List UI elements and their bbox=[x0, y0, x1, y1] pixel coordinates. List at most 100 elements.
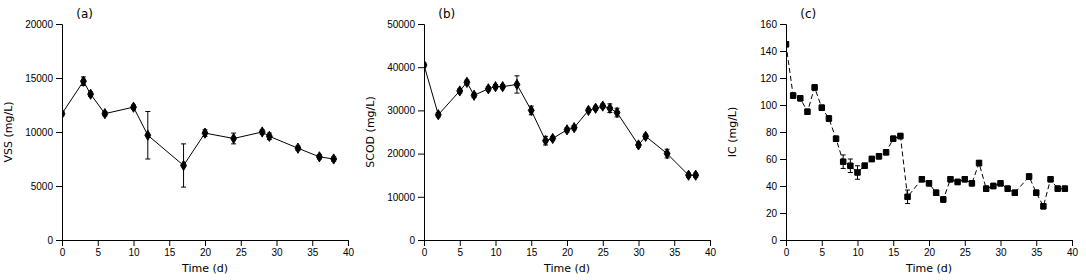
y-tick: 0 bbox=[771, 235, 786, 246]
error-bar bbox=[786, 42, 789, 47]
error-bar bbox=[145, 111, 150, 159]
marker bbox=[1026, 174, 1031, 179]
marker bbox=[991, 183, 996, 188]
x-tick: 30 bbox=[271, 240, 283, 258]
y-tick-label: 120 bbox=[760, 73, 777, 84]
error-bar bbox=[969, 181, 974, 186]
plot-area bbox=[62, 76, 337, 187]
y-tick: 160 bbox=[760, 19, 786, 30]
y-axis-line bbox=[56, 25, 63, 241]
error-bar bbox=[819, 105, 824, 110]
error-bar bbox=[934, 190, 939, 195]
panel-label: (c) bbox=[800, 7, 816, 21]
marker bbox=[586, 105, 592, 115]
y-tick-mark bbox=[56, 186, 62, 187]
y-axis-line bbox=[418, 25, 425, 241]
x-tick-label: 10 bbox=[852, 247, 864, 258]
y-tick: 80 bbox=[766, 127, 786, 138]
error-bar bbox=[834, 136, 839, 141]
x-tick: 10 bbox=[852, 240, 864, 258]
marker bbox=[790, 93, 795, 98]
x-tick-mark bbox=[822, 240, 823, 246]
marker bbox=[62, 109, 65, 119]
x-tick-label: 40 bbox=[705, 247, 717, 258]
x-tick: 15 bbox=[888, 240, 900, 258]
x-tick-mark bbox=[858, 240, 859, 246]
marker bbox=[955, 179, 960, 184]
marker bbox=[948, 177, 953, 182]
marker bbox=[998, 181, 1003, 186]
error-bar bbox=[941, 197, 946, 202]
x-axis-title: Time (d) bbox=[543, 262, 590, 275]
x-tick-label: 15 bbox=[888, 247, 900, 258]
error-bar bbox=[876, 154, 881, 159]
marker bbox=[983, 186, 988, 191]
error-bar bbox=[955, 179, 960, 184]
x-tick: 40 bbox=[343, 240, 355, 258]
marker bbox=[869, 156, 874, 161]
marker bbox=[1048, 177, 1053, 182]
y-tick: 10000 bbox=[387, 192, 424, 203]
error-bar bbox=[977, 160, 982, 165]
y-tick-label: 0 bbox=[409, 235, 415, 246]
x-tick-mark bbox=[1001, 240, 1002, 246]
error-bar bbox=[962, 177, 967, 182]
marker bbox=[898, 133, 903, 138]
y-tick-mark bbox=[418, 154, 424, 155]
x-tick-label: 40 bbox=[343, 247, 355, 258]
x-tick-label: 0 bbox=[784, 247, 790, 258]
x-tick-label: 35 bbox=[1031, 247, 1043, 258]
error-bar bbox=[181, 144, 186, 187]
y-tick-label: 10000 bbox=[387, 192, 415, 203]
x-tick-mark bbox=[531, 240, 532, 246]
error-bar bbox=[665, 149, 670, 158]
x-tick-label: 0 bbox=[422, 247, 428, 258]
x-axis-title: Time (d) bbox=[905, 262, 952, 275]
marker bbox=[905, 194, 910, 199]
error-bar bbox=[891, 136, 896, 141]
marker bbox=[826, 116, 831, 121]
x-tick-label: 35 bbox=[669, 247, 681, 258]
panel: 0510152025303540020406080100120140160Tim… bbox=[726, 7, 1078, 275]
x-tick-mark bbox=[98, 240, 99, 246]
marker bbox=[855, 170, 860, 175]
x-tick-label: 40 bbox=[1067, 247, 1079, 258]
panel: 0510152025303540010000200003000040000500… bbox=[364, 7, 716, 275]
marker bbox=[614, 107, 620, 117]
x-tick-label: 5 bbox=[457, 247, 463, 258]
x-tick: 40 bbox=[1067, 240, 1079, 258]
y-tick: 100 bbox=[760, 100, 786, 111]
marker bbox=[485, 84, 491, 94]
panel-label: (b) bbox=[438, 7, 455, 21]
marker bbox=[435, 110, 441, 120]
marker bbox=[231, 133, 237, 143]
plot-area bbox=[786, 42, 1068, 209]
error-bar bbox=[1048, 177, 1053, 182]
y-tick-mark bbox=[56, 132, 62, 133]
error-bar bbox=[231, 133, 236, 144]
y-axis: 01000020000300004000050000 bbox=[387, 19, 424, 246]
marker bbox=[102, 109, 108, 119]
error-bar bbox=[805, 109, 810, 114]
error-bar bbox=[841, 155, 846, 169]
error-bar bbox=[1027, 174, 1032, 179]
error-bar bbox=[1034, 190, 1039, 195]
y-tick: 0 bbox=[409, 235, 424, 246]
x-tick: 35 bbox=[669, 240, 681, 258]
error-bar bbox=[812, 85, 817, 90]
x-tick: 10 bbox=[128, 240, 140, 258]
y-tick-label: 80 bbox=[766, 127, 778, 138]
y-tick-mark bbox=[780, 159, 786, 160]
x-tick-label: 5 bbox=[819, 247, 825, 258]
marker bbox=[636, 140, 642, 150]
marker bbox=[266, 131, 272, 141]
x-tick-label: 35 bbox=[307, 247, 319, 258]
marker bbox=[593, 103, 599, 113]
marker bbox=[848, 163, 853, 168]
error-bar bbox=[919, 177, 924, 182]
y-tick-mark bbox=[56, 78, 62, 79]
y-tick: 40000 bbox=[387, 62, 424, 73]
series-line bbox=[62, 81, 334, 165]
error-bar bbox=[898, 133, 903, 138]
x-tick-mark bbox=[205, 240, 206, 246]
